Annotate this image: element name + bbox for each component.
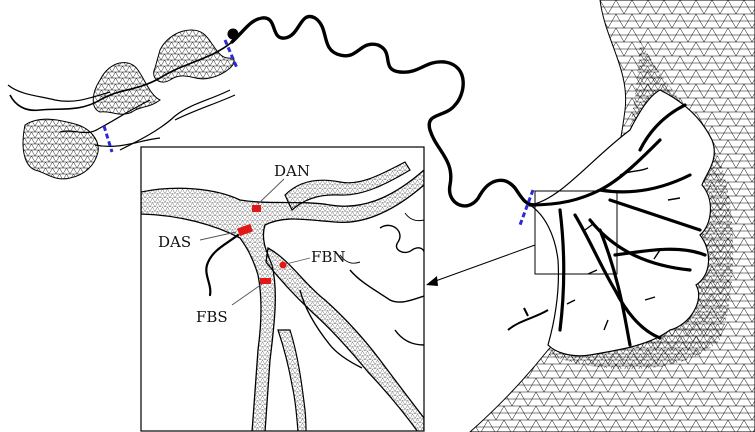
transect-delta-apex xyxy=(518,189,535,226)
leader-dan xyxy=(257,178,285,205)
boundary-transects xyxy=(102,39,535,226)
floodplain-lake-middle xyxy=(92,62,161,115)
label-das: DAS xyxy=(158,233,191,251)
zoom-arrowhead xyxy=(426,276,438,286)
inset-west-branch xyxy=(277,329,307,431)
inset-east-branch xyxy=(265,246,424,431)
floodplain-lake-west xyxy=(22,118,99,180)
leader-fbs xyxy=(231,283,263,306)
delta-land xyxy=(507,89,715,357)
label-fbs: FBS xyxy=(196,308,228,326)
floodplain-lakes xyxy=(22,29,235,180)
inset-panel: DAN DAS FBN FBS xyxy=(140,146,425,432)
transect-upstream xyxy=(223,39,239,69)
zoom-region-box xyxy=(534,190,618,275)
upstream-boundary-dot xyxy=(227,28,239,40)
leader-das xyxy=(199,231,237,241)
site-fbn-marker xyxy=(279,261,287,269)
site-das-marker xyxy=(237,223,253,237)
inset-north-branch xyxy=(284,161,411,211)
zoom-arrow-line xyxy=(429,244,536,284)
site-fbs-marker xyxy=(260,278,271,284)
floodplain-lake-east xyxy=(153,29,235,83)
label-dan: DAN xyxy=(274,162,310,180)
site-dan-marker xyxy=(252,205,261,212)
leader-fbn xyxy=(285,257,311,265)
label-fbn: FBN xyxy=(311,248,346,266)
transect-lower-floodplain xyxy=(102,125,114,153)
